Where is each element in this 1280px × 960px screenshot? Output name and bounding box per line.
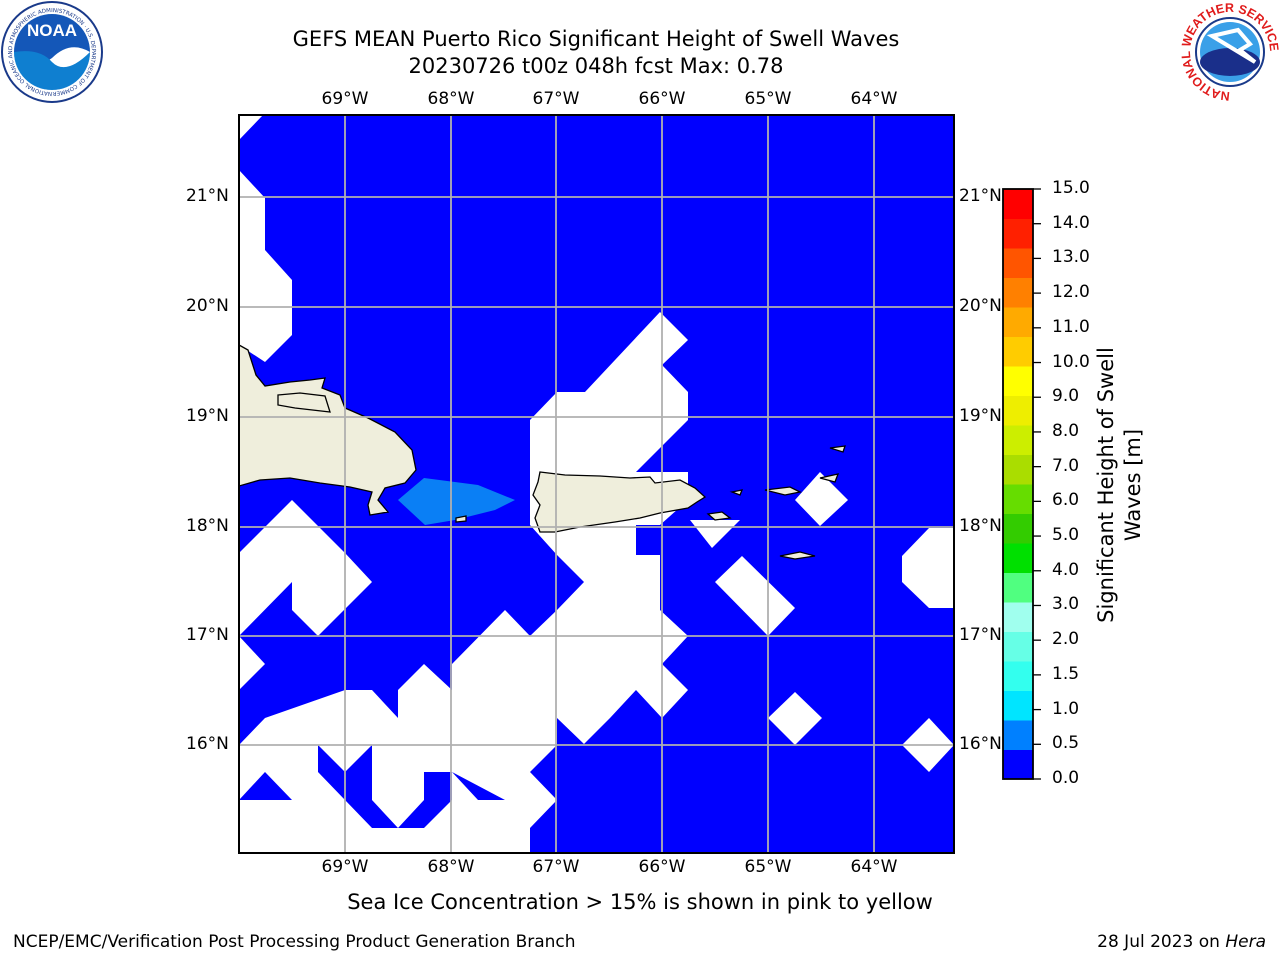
lat-tick-right: 20°N <box>959 296 1002 316</box>
colorbar-frame <box>1002 188 1034 780</box>
colorbar-tick-label: 6.0 <box>1052 490 1080 511</box>
colorbar-segment <box>1003 572 1033 603</box>
colorbar-segment <box>1003 366 1033 396</box>
colorbar <box>1003 188 1041 780</box>
colorbar-tick-label: 12.0 <box>1052 282 1090 303</box>
colorbar-tick-label: 10.0 <box>1052 351 1090 372</box>
hispaniola-land <box>239 344 417 516</box>
vieques-island <box>706 511 732 521</box>
chart-title: GEFS MEAN Puerto Rico Significant Height… <box>292 27 900 51</box>
sea-ice-note: Sea Ice Concentration > 15% is shown in … <box>347 890 933 914</box>
colorbar-tick-label: 1.5 <box>1052 663 1080 684</box>
lon-tick-top: 65°W <box>744 89 792 109</box>
run-info: 28 Jul 2023 on Hera <box>1097 932 1266 952</box>
lon-tick-bottom: 66°W <box>638 857 686 877</box>
swell-region-mid <box>398 478 515 525</box>
st-croix-island <box>779 551 816 560</box>
culebra-island <box>729 489 744 496</box>
mona-island <box>455 515 467 523</box>
lon-tick-top: 69°W <box>321 89 369 109</box>
colorbar-segment <box>1003 189 1033 219</box>
colorbar-segment <box>1003 454 1033 485</box>
graticule <box>239 115 954 853</box>
colorbar-segment <box>1003 690 1033 721</box>
coastlines <box>239 344 846 560</box>
lat-tick-left: 19°N <box>186 406 229 426</box>
colorbar-tick-label: 15.0 <box>1052 178 1090 198</box>
colorbar-tick-label: 8.0 <box>1052 420 1080 441</box>
lon-tick-top: 67°W <box>532 89 580 109</box>
colorbar-tick-label: 14.0 <box>1052 212 1090 233</box>
colorbar-segment <box>1003 720 1033 750</box>
colorbar-tick-label: 13.0 <box>1052 247 1090 268</box>
map-frame <box>238 114 955 854</box>
chart-subtitle: 20230726 t00z 048h fcst Max: 0.78 <box>408 54 784 78</box>
lon-tick-top: 66°W <box>638 89 686 109</box>
lon-tick-top: 64°W <box>850 89 898 109</box>
colorbar-label-line1: Significant Height of Swell <box>1094 347 1118 623</box>
no-data-regions <box>239 115 954 853</box>
colorbar-segment <box>1003 631 1033 662</box>
colorbar-segment <box>1003 425 1033 455</box>
virgin-islands <box>764 486 802 496</box>
noaa-logo: NOAA NATIONAL OCEANIC AND ATMOSPHERIC AD… <box>0 0 103 103</box>
colorbar-tick-label: 1.0 <box>1052 698 1080 719</box>
lon-tick-bottom: 69°W <box>321 857 369 877</box>
lon-tick-bottom: 65°W <box>744 857 792 877</box>
colorbar-segment <box>1003 661 1033 691</box>
swell-patches <box>239 745 505 828</box>
colorbar-segment <box>1003 277 1033 308</box>
colorbar-segment <box>1003 336 1033 367</box>
lat-tick-left: 18°N <box>186 516 229 536</box>
colorbar-segment <box>1003 307 1033 337</box>
colorbar-segment <box>1003 543 1033 573</box>
colorbar-tick-label: 2.0 <box>1052 629 1080 650</box>
lat-tick-left: 21°N <box>186 186 229 206</box>
lon-tick-bottom: 64°W <box>850 857 898 877</box>
colorbar-tick-label: 3.0 <box>1052 594 1080 615</box>
run-host: Hera <box>1225 932 1266 952</box>
colorbar-label-line2: Waves [m] <box>1121 428 1145 542</box>
anegada-island <box>819 473 840 483</box>
lon-tick-top: 68°W <box>427 89 475 109</box>
lat-tick-left: 16°N <box>186 734 229 754</box>
colorbar-label: Significant Height of Swell Waves [m] <box>1093 335 1153 635</box>
run-date: 28 Jul 2023 on <box>1097 932 1220 952</box>
nws-logo: NATIONAL WEATHER SERVICE <box>1179 1 1280 103</box>
lon-tick-bottom: 68°W <box>427 857 475 877</box>
colorbar-tick-label: 9.0 <box>1052 386 1080 407</box>
lon-tick-bottom: 67°W <box>532 857 580 877</box>
small-cay <box>829 445 846 453</box>
colorbar-segment <box>1003 513 1033 544</box>
colorbar-segment <box>1003 218 1033 249</box>
colorbar-tick-label: 4.0 <box>1052 559 1080 580</box>
colorbar-tick-label: 0.5 <box>1052 733 1080 754</box>
lat-tick-right: 18°N <box>959 516 1002 536</box>
producer-credit: NCEP/EMC/Verification Post Processing Pr… <box>13 932 576 952</box>
colorbar-segment <box>1003 248 1033 278</box>
colorbar-segment <box>1003 602 1033 632</box>
lat-tick-right: 19°N <box>959 406 1002 426</box>
lat-tick-right: 16°N <box>959 734 1002 754</box>
colorbar-tick-label: 0.0 <box>1052 768 1080 788</box>
colorbar-segment <box>1003 395 1033 426</box>
colorbar-segment <box>1003 484 1033 514</box>
lat-tick-left: 17°N <box>186 625 229 645</box>
lat-tick-left: 20°N <box>186 296 229 316</box>
colorbar-tick-label: 5.0 <box>1052 525 1080 546</box>
map-panel <box>239 115 954 853</box>
colorbar-segment <box>1003 749 1033 780</box>
colorbar-tick-label: 11.0 <box>1052 316 1090 337</box>
svg-text:NOAA: NOAA <box>27 21 77 40</box>
colorbar-tick-label: 7.0 <box>1052 455 1080 476</box>
gonave-island <box>277 392 331 413</box>
lat-tick-right: 17°N <box>959 625 1002 645</box>
lat-tick-right: 21°N <box>959 186 1002 206</box>
